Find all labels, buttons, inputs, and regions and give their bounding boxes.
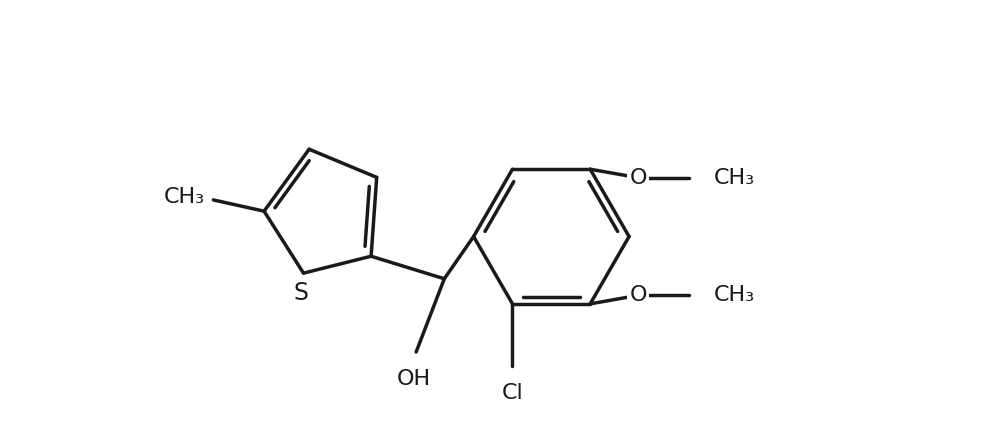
- Text: CH₃: CH₃: [714, 285, 755, 306]
- Text: S: S: [293, 281, 308, 305]
- Text: OH: OH: [396, 369, 431, 389]
- Text: Cl: Cl: [502, 383, 524, 403]
- Text: CH₃: CH₃: [714, 168, 755, 187]
- Text: CH₃: CH₃: [163, 187, 205, 207]
- Text: O: O: [630, 285, 646, 306]
- Text: O: O: [630, 168, 646, 187]
